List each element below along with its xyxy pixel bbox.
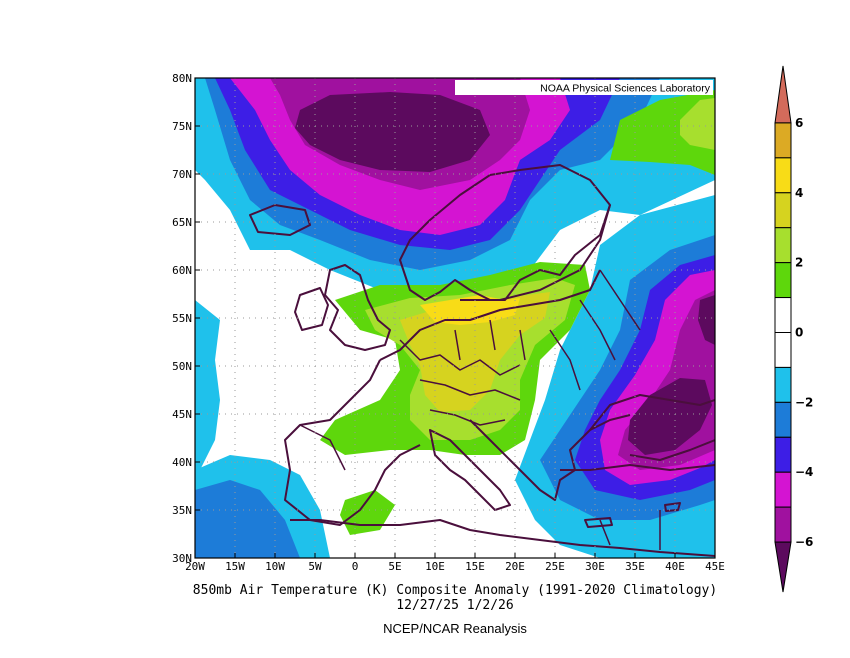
crete-island: [584, 517, 613, 528]
colorbar-tick-label: −4: [795, 465, 813, 479]
turkey-coast: [560, 464, 715, 471]
colorbar-segment: [774, 401, 792, 438]
baltic-coast: [460, 204, 611, 301]
colorbar-segment: [774, 262, 792, 299]
colorbar-segment: [774, 332, 792, 368]
colorbar-segment: [774, 157, 792, 194]
colorbar-segment: [774, 436, 792, 473]
cyprus-island: [664, 502, 681, 512]
lat-tick-label: 55N: [172, 312, 192, 325]
lon-tick-label: 20W: [185, 560, 205, 573]
anomaly-field: [195, 78, 715, 558]
colorbar-segment: [774, 366, 792, 403]
lat-tick-label: 35N: [172, 504, 192, 517]
lat-tick-label: 70N: [172, 168, 192, 181]
cold-band-light-blue-west: [195, 300, 220, 470]
continental-coast: [379, 269, 601, 361]
scandinavia-coast: [399, 164, 611, 301]
lon-tick-label: 35E: [625, 560, 645, 573]
colorbar-segment: [774, 122, 792, 159]
colorbar-tick-label: 6: [795, 116, 803, 130]
colorbar-ticks: 6 4 2 0 −2 −4 −6: [795, 116, 813, 549]
lon-tick-label: 45E: [705, 560, 725, 573]
caption-variable: 850mb Air Temperature (K) Composite Anom…: [192, 583, 718, 598]
colorbar-tick-label: 4: [795, 186, 803, 200]
ireland-coast: [294, 287, 329, 331]
lon-tick-label: 30E: [585, 560, 605, 573]
lat-tick-label: 50N: [172, 360, 192, 373]
lat-tick-label: 40N: [172, 456, 192, 469]
lat-tick-label: 30N: [172, 552, 192, 565]
lat-tick-label: 45N: [172, 408, 192, 421]
black-sea-coast: [589, 394, 715, 461]
colorbar-tick-label: 0: [795, 326, 803, 340]
lon-tick-label: 10E: [425, 560, 445, 573]
longitude-ticks: 20W 15W 10W 5W 0 5E 10E 15E 20E 25E 30E 35E 40E 45E: [185, 553, 725, 573]
credit-box: [455, 80, 713, 95]
lon-tick-label: 40E: [665, 560, 685, 573]
caption-dates: 12/27/25 1/2/26: [396, 598, 514, 613]
lon-tick-label: 0: [352, 560, 359, 573]
colorbar-tick-label: −2: [795, 395, 813, 409]
warm-patch-barents-inner: [680, 98, 715, 150]
colorbar-segment: [774, 192, 792, 229]
lat-tick-label: 60N: [172, 264, 192, 277]
lon-tick-label: 5E: [388, 560, 401, 573]
graticule: [195, 78, 715, 558]
colorbar-segment: [774, 297, 792, 334]
lon-tick-label: 15W: [225, 560, 245, 573]
colorbar-arrow-top: [774, 65, 792, 124]
italy-coast: [429, 429, 511, 511]
colorbar-arrow-bottom: [774, 541, 792, 593]
france-iberia-coast: [284, 359, 421, 526]
british-isles-coast: [324, 264, 391, 351]
colorbar-tick-label: −6: [795, 535, 813, 549]
colorbar: [774, 65, 792, 593]
balkans-coast: [469, 414, 631, 501]
caption-dataset: NCEP/NCAR Reanalysis: [383, 621, 527, 636]
inland-borders: [299, 269, 661, 550]
lat-tick-label: 65N: [172, 216, 192, 229]
lon-tick-label: 5W: [308, 560, 322, 573]
lon-tick-label: 10W: [265, 560, 285, 573]
cold-band-blue-southwest: [195, 480, 300, 558]
colorbar-tick-label: 2: [795, 256, 803, 270]
colorbar-segment: [774, 506, 792, 543]
cold-core-russia: [698, 295, 715, 345]
lon-tick-label: 20E: [505, 560, 525, 573]
lat-tick-label: 80N: [172, 72, 192, 85]
latitude-ticks: 30N 35N 40N 45N 50N 55N 60N 65N 70N 75N 80N: [172, 72, 200, 565]
colorbar-segment: [774, 227, 792, 264]
credit-label: NOAA Physical Sciences Laboratory: [540, 83, 711, 95]
lon-tick-label: 15E: [465, 560, 485, 573]
colorbar-segment: [774, 471, 792, 508]
lat-tick-label: 75N: [172, 120, 192, 133]
lon-tick-label: 25E: [545, 560, 565, 573]
north-africa-coast: [290, 519, 715, 557]
cold-core-arctic: [295, 92, 490, 172]
